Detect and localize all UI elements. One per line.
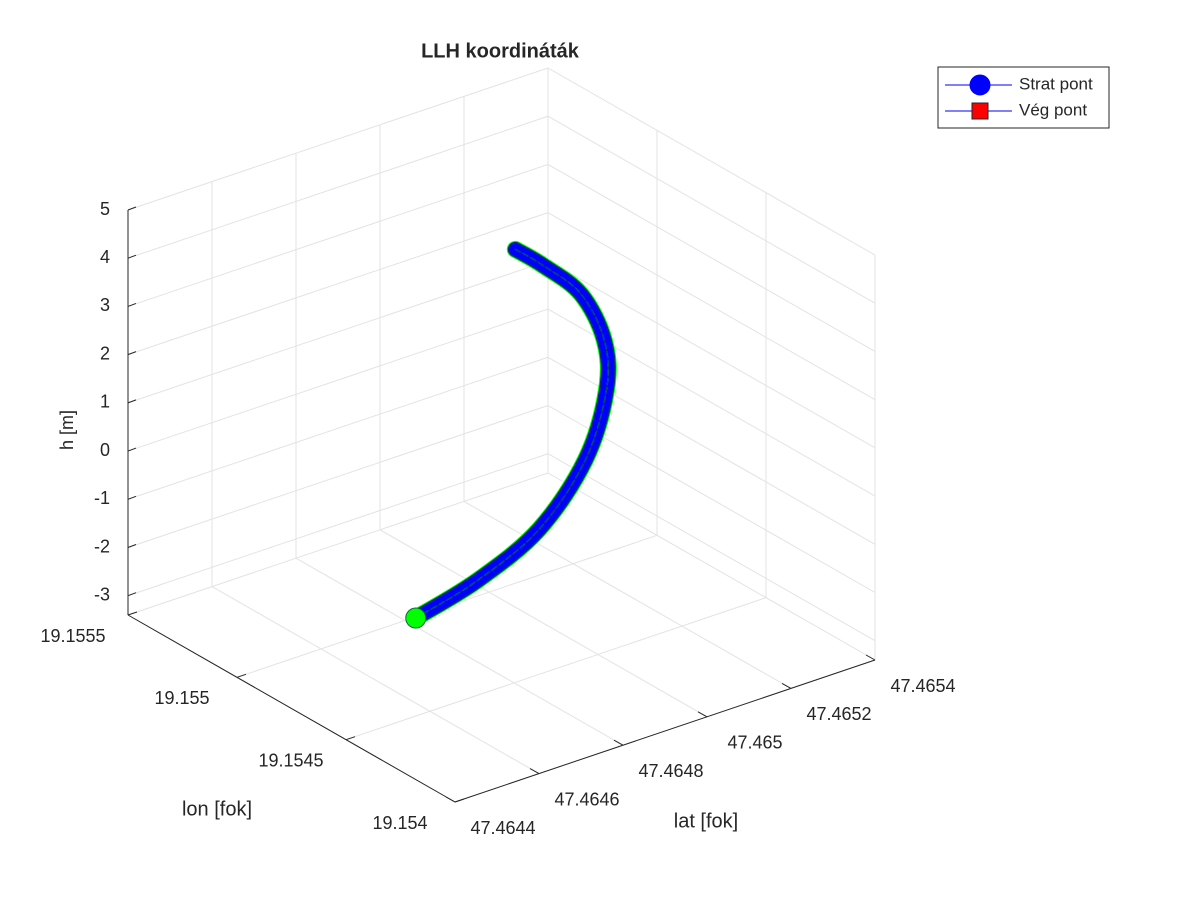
grid-line	[127, 163, 549, 307]
grid-line	[547, 212, 876, 401]
z-tick	[127, 544, 137, 548]
x-tick	[697, 711, 708, 718]
grid-line	[379, 529, 708, 718]
grid-line	[547, 67, 876, 256]
y-tick	[345, 736, 356, 741]
x-tick	[865, 654, 876, 661]
grid-line	[345, 597, 767, 741]
z-tick-label: 1	[100, 392, 110, 412]
x-axis-label: lat [fok]	[674, 810, 738, 832]
legend-label: Strat pont	[1019, 74, 1093, 93]
z-tick	[127, 351, 137, 356]
z-tick-label: -3	[94, 584, 110, 604]
x-tick	[529, 768, 540, 775]
grid-line	[127, 472, 549, 616]
x-tick	[781, 682, 792, 689]
legend-marker	[971, 102, 989, 120]
grid-line	[127, 356, 549, 500]
start-point	[405, 607, 427, 629]
grid-line	[547, 115, 876, 304]
z-tick	[127, 495, 137, 500]
y-tick	[454, 798, 465, 803]
y-tick-label: 19.1545	[258, 750, 323, 770]
grid-line	[127, 115, 549, 259]
grid-line	[547, 163, 876, 352]
grid-line	[211, 586, 540, 775]
grid-line	[127, 453, 549, 597]
y-axis-label: lon [fok]	[182, 798, 252, 820]
y-tick-label: 19.155	[154, 688, 209, 708]
x-tick-label: 47.4652	[806, 704, 871, 724]
z-tick	[127, 206, 137, 211]
z-tick-label: 0	[100, 440, 110, 460]
z-tick	[127, 447, 137, 452]
grid-line	[127, 260, 549, 404]
x-tick-label: 47.465	[727, 733, 782, 753]
grid-line	[547, 453, 876, 642]
z-tick-label: 3	[100, 295, 110, 315]
y-tick	[236, 673, 247, 678]
z-axis-label: h [m]	[57, 410, 77, 450]
z-tick-label: -1	[94, 488, 110, 508]
grid-line	[547, 260, 876, 449]
grid-line	[127, 67, 549, 211]
grid-line	[463, 500, 792, 689]
z-tick-label: 4	[100, 247, 110, 267]
y-tick-label: 19.154	[372, 813, 427, 833]
grid-line	[295, 557, 624, 746]
legend-label: Vég pont	[1019, 100, 1087, 119]
legend-box	[937, 66, 1110, 129]
x-tick-label: 47.4646	[554, 789, 619, 809]
z-tick-label: -2	[94, 536, 110, 556]
chart-title: LLH koordináták	[421, 40, 580, 62]
x-tick-label: 47.4644	[470, 818, 535, 838]
z-tick-label: 2	[100, 343, 110, 363]
grid-line	[547, 472, 876, 661]
z-tick-label: 5	[100, 199, 110, 219]
grid-line	[127, 405, 549, 548]
z-tick	[127, 399, 137, 404]
grid-line	[127, 212, 549, 356]
x-tick	[613, 739, 624, 746]
z-tick	[127, 254, 137, 259]
y-axis	[127, 614, 456, 803]
y-tick-label: 19.1555	[40, 626, 105, 646]
x-axis	[454, 659, 876, 803]
x-tick	[445, 796, 456, 803]
z-tick	[127, 592, 137, 597]
trajectory	[415, 248, 609, 619]
x-tick-label: 47.4654	[890, 676, 955, 696]
legend-marker	[969, 74, 991, 96]
grid-line	[127, 308, 549, 452]
z-tick	[127, 302, 137, 307]
x-tick-label: 47.4648	[638, 761, 703, 781]
y-tick	[127, 611, 138, 616]
